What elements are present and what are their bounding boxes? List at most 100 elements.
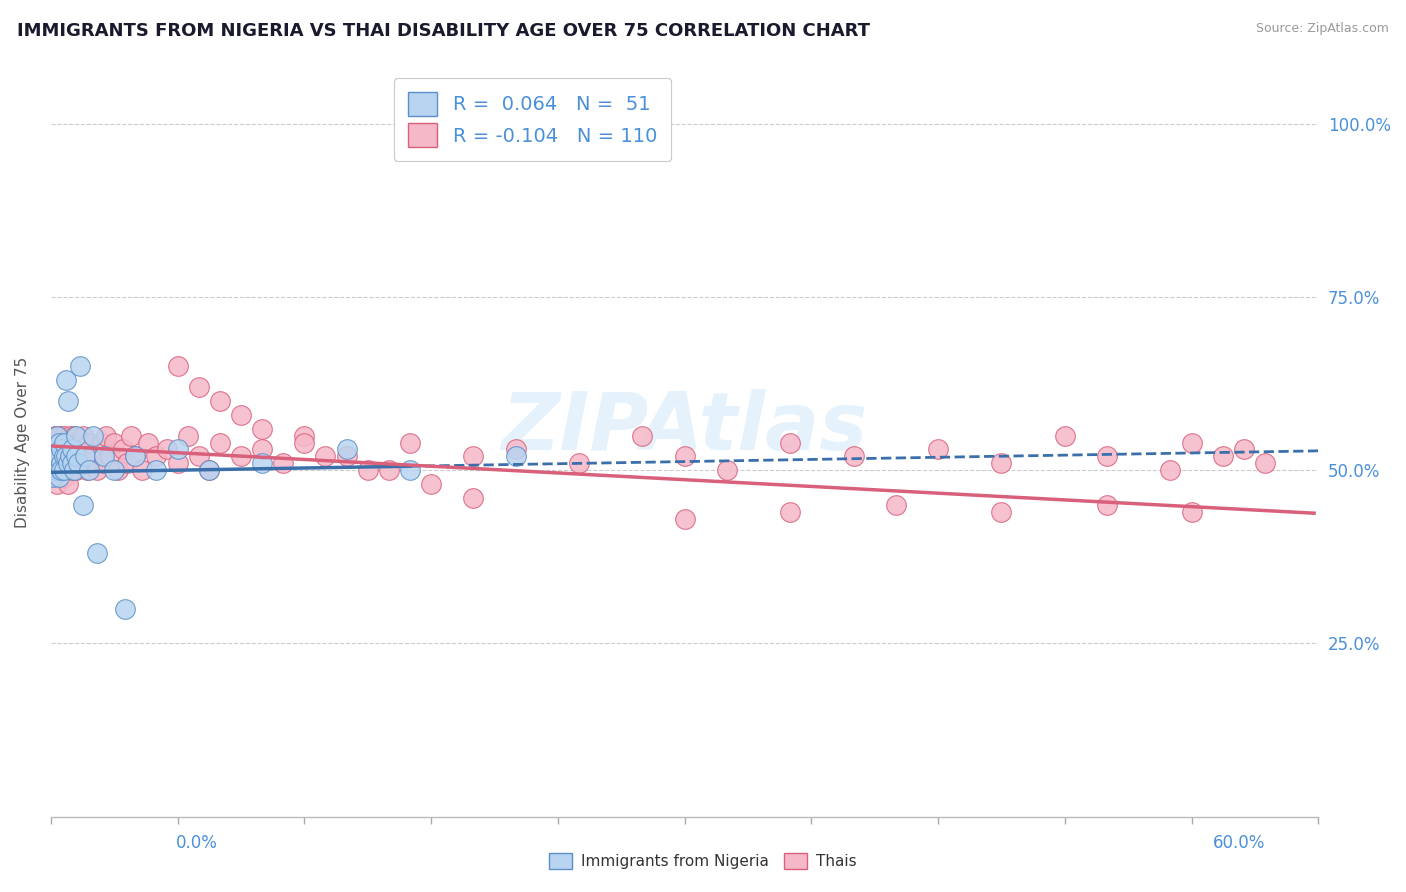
Point <box>198 463 221 477</box>
Point <box>44 428 66 442</box>
Point <box>1180 435 1202 450</box>
Point <box>52 442 75 457</box>
Point <box>41 456 63 470</box>
Point <box>357 463 380 477</box>
Point <box>69 442 91 457</box>
Point <box>51 428 73 442</box>
Point <box>65 450 87 464</box>
Point <box>46 428 69 442</box>
Point <box>72 456 94 470</box>
Point <box>463 450 485 464</box>
Point <box>56 442 79 457</box>
Point <box>77 463 100 477</box>
Point <box>292 435 315 450</box>
Point <box>90 435 112 450</box>
Point <box>42 450 65 464</box>
Point <box>82 428 104 442</box>
Point <box>65 450 87 464</box>
Point <box>145 450 167 464</box>
Point <box>42 442 65 457</box>
Point <box>156 442 179 457</box>
Point <box>229 408 252 422</box>
Point <box>229 450 252 464</box>
Point <box>77 435 100 450</box>
Point <box>59 450 82 464</box>
Point <box>44 456 66 470</box>
Point <box>166 442 188 457</box>
Point <box>631 428 654 442</box>
Point <box>716 463 738 477</box>
Point <box>107 463 129 477</box>
Point <box>842 450 865 464</box>
Point <box>51 463 73 477</box>
Point <box>463 491 485 505</box>
Point <box>166 456 188 470</box>
Point <box>55 373 77 387</box>
Point <box>399 463 422 477</box>
Point <box>990 505 1012 519</box>
Point <box>51 442 73 457</box>
Point <box>55 463 77 477</box>
Point <box>46 428 69 442</box>
Point <box>1212 450 1234 464</box>
Point <box>505 450 527 464</box>
Point <box>48 456 70 470</box>
Point <box>335 442 357 457</box>
Point <box>124 450 146 464</box>
Point <box>884 498 907 512</box>
Point <box>48 463 70 477</box>
Point <box>46 456 69 470</box>
Text: 60.0%: 60.0% <box>1213 834 1265 852</box>
Point <box>779 435 801 450</box>
Point <box>44 463 66 477</box>
Point <box>103 435 125 450</box>
Point <box>63 463 86 477</box>
Point <box>1180 505 1202 519</box>
Point <box>59 428 82 442</box>
Point <box>48 435 70 450</box>
Point <box>51 435 73 450</box>
Point <box>51 456 73 470</box>
Point <box>55 435 77 450</box>
Point <box>124 450 146 464</box>
Point <box>1159 463 1181 477</box>
Point <box>65 428 87 442</box>
Point <box>187 450 209 464</box>
Point <box>52 428 75 442</box>
Point <box>48 470 70 484</box>
Point <box>292 428 315 442</box>
Point <box>166 359 188 374</box>
Legend: Immigrants from Nigeria, Thais: Immigrants from Nigeria, Thais <box>543 847 863 875</box>
Point <box>250 422 273 436</box>
Point <box>51 463 73 477</box>
Point <box>60 442 83 457</box>
Point <box>69 359 91 374</box>
Point <box>55 450 77 464</box>
Point <box>56 394 79 409</box>
Point <box>67 456 90 470</box>
Point <box>115 456 138 470</box>
Point <box>63 428 86 442</box>
Point <box>93 456 115 470</box>
Point <box>93 450 115 464</box>
Point <box>136 435 159 450</box>
Point <box>98 450 121 464</box>
Point <box>42 463 65 477</box>
Text: 0.0%: 0.0% <box>176 834 218 852</box>
Point <box>44 435 66 450</box>
Point <box>48 463 70 477</box>
Point <box>48 450 70 464</box>
Point <box>198 463 221 477</box>
Point <box>44 450 66 464</box>
Point <box>335 450 357 464</box>
Point <box>52 456 75 470</box>
Point <box>314 450 336 464</box>
Point <box>52 470 75 484</box>
Point <box>52 463 75 477</box>
Point <box>208 435 231 450</box>
Point <box>48 442 70 457</box>
Point <box>1233 442 1256 457</box>
Point <box>250 456 273 470</box>
Point <box>42 435 65 450</box>
Point <box>72 428 94 442</box>
